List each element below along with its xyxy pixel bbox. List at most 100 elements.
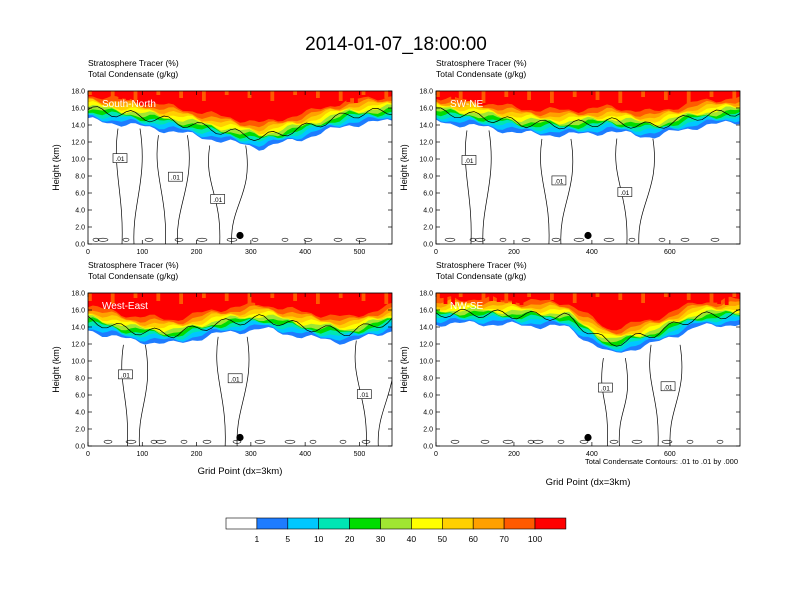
tracer-streak xyxy=(481,91,486,103)
condensate-blob xyxy=(686,439,694,444)
tracer-streak xyxy=(171,293,176,303)
condensate-contour xyxy=(638,138,655,244)
contour-label: .01 xyxy=(171,175,180,182)
colorbar-swatch xyxy=(380,517,412,530)
tracer-streak xyxy=(224,293,229,301)
tracer-streak xyxy=(717,293,721,304)
colorbar-label: 20 xyxy=(345,534,355,544)
condensate-contour xyxy=(601,358,608,446)
colorbar-label: 60 xyxy=(468,534,478,544)
tracer-streak xyxy=(323,91,328,99)
condensate-blob xyxy=(573,237,585,242)
panel-frame xyxy=(435,90,741,245)
tracer-streak xyxy=(179,91,183,98)
panel-subtitle-tracer: Stratosphere Tracer (%) xyxy=(436,260,527,270)
y-axis-label: Height (km) xyxy=(399,144,409,191)
colorbar-label: 50 xyxy=(438,534,448,544)
tracer-streak xyxy=(247,293,252,304)
tracer-streak xyxy=(376,293,381,303)
tracer-streak xyxy=(542,293,547,299)
x-tick-label: 0 xyxy=(86,451,90,458)
tracer-streak xyxy=(194,91,199,100)
tracer-streak xyxy=(232,293,237,302)
tracer-streak xyxy=(451,91,455,99)
tracer-streak xyxy=(451,293,455,305)
condensate-contour xyxy=(216,336,226,446)
tracer-streak xyxy=(323,293,328,305)
tracer-streak xyxy=(285,91,290,103)
contour-label: .01 xyxy=(213,197,222,204)
colorbar-label: 70 xyxy=(499,534,509,544)
tracer-streak xyxy=(580,91,585,98)
tracer-streak xyxy=(262,293,267,297)
condensate-contour-top xyxy=(436,308,740,347)
tracer-streak xyxy=(202,91,206,101)
tracer-streak xyxy=(141,91,145,102)
condensate-blob xyxy=(680,237,690,242)
tracer-streak xyxy=(709,293,714,303)
plot-area: .01 .01 xyxy=(436,293,740,446)
condensate-contour xyxy=(115,128,123,244)
tracer-streak xyxy=(354,91,358,103)
tracer-streak xyxy=(126,293,130,297)
x-tick-label: 400 xyxy=(299,249,311,256)
tracer-streak xyxy=(496,293,501,302)
y-tick-label: 14.0 xyxy=(419,123,433,130)
colorbar: 1 5 10 20 30 40 50 60 70 100 xyxy=(225,517,567,544)
tracer-streak xyxy=(656,293,661,305)
tracer-streak xyxy=(565,293,569,302)
contour-label: .01 xyxy=(664,384,673,391)
y-tick-label: 2.0 xyxy=(423,225,433,232)
tracer-streak xyxy=(186,293,191,305)
tracer-streak xyxy=(626,91,630,95)
tracer-streak xyxy=(209,91,214,102)
tracer-streak xyxy=(443,91,448,98)
tracer-streak xyxy=(88,91,92,95)
condensate-contour xyxy=(121,344,129,446)
panel-nw-se: Stratosphere Tracer (%)Total Condensate … xyxy=(399,260,741,488)
y-tick-label: 8.0 xyxy=(423,376,433,383)
panel-frame xyxy=(435,292,741,447)
condensate-blob xyxy=(355,237,367,242)
x-tick-label: 200 xyxy=(191,249,203,256)
condensate-blob xyxy=(444,237,456,242)
condensate-blob xyxy=(125,439,137,444)
condensate-contour xyxy=(464,130,472,244)
tracer-streak xyxy=(443,293,448,304)
tracer-streak xyxy=(679,91,683,102)
location-marker xyxy=(236,231,244,240)
y-tick-label: 12.0 xyxy=(71,342,85,349)
colorbar-swatch xyxy=(472,517,505,530)
x-axis-label: Grid Point (dx=3km) xyxy=(546,477,631,488)
tracer-streak xyxy=(572,293,577,303)
y-tick-label: 2.0 xyxy=(75,427,85,434)
contour-label-box xyxy=(210,194,226,204)
panel-subtitle-condensate: Total Condensate (g/kg) xyxy=(88,69,178,79)
condensate-blob xyxy=(226,237,238,242)
x-tick-label: 200 xyxy=(508,451,520,458)
contour-label: .01 xyxy=(554,178,563,185)
contour-label: .01 xyxy=(601,386,610,393)
condensate-blob xyxy=(480,439,490,444)
contour-label: .01 xyxy=(121,372,130,379)
tracer-level-10 xyxy=(436,293,740,331)
tracer-streak xyxy=(633,293,638,302)
tracer-streak xyxy=(550,293,554,300)
tracer-streak xyxy=(732,293,737,297)
condensate-blob xyxy=(144,237,154,242)
x-tick-label: 100 xyxy=(136,451,148,458)
tracer-streak xyxy=(232,91,237,96)
condensate-contour xyxy=(156,135,166,244)
tracer-streak xyxy=(338,91,343,101)
tracer-streak xyxy=(512,293,516,304)
contour-label: .01 xyxy=(231,376,240,383)
y-tick-label: 6.0 xyxy=(423,393,433,400)
condensate-blob xyxy=(527,439,535,444)
y-tick-label: 12.0 xyxy=(71,140,85,147)
condensate-blob xyxy=(97,237,109,242)
tracer-streak xyxy=(110,91,115,98)
tracer-streak xyxy=(588,293,592,305)
tracer-streak xyxy=(270,91,275,101)
tracer-streak xyxy=(285,293,290,300)
tracer-streak xyxy=(118,293,123,305)
